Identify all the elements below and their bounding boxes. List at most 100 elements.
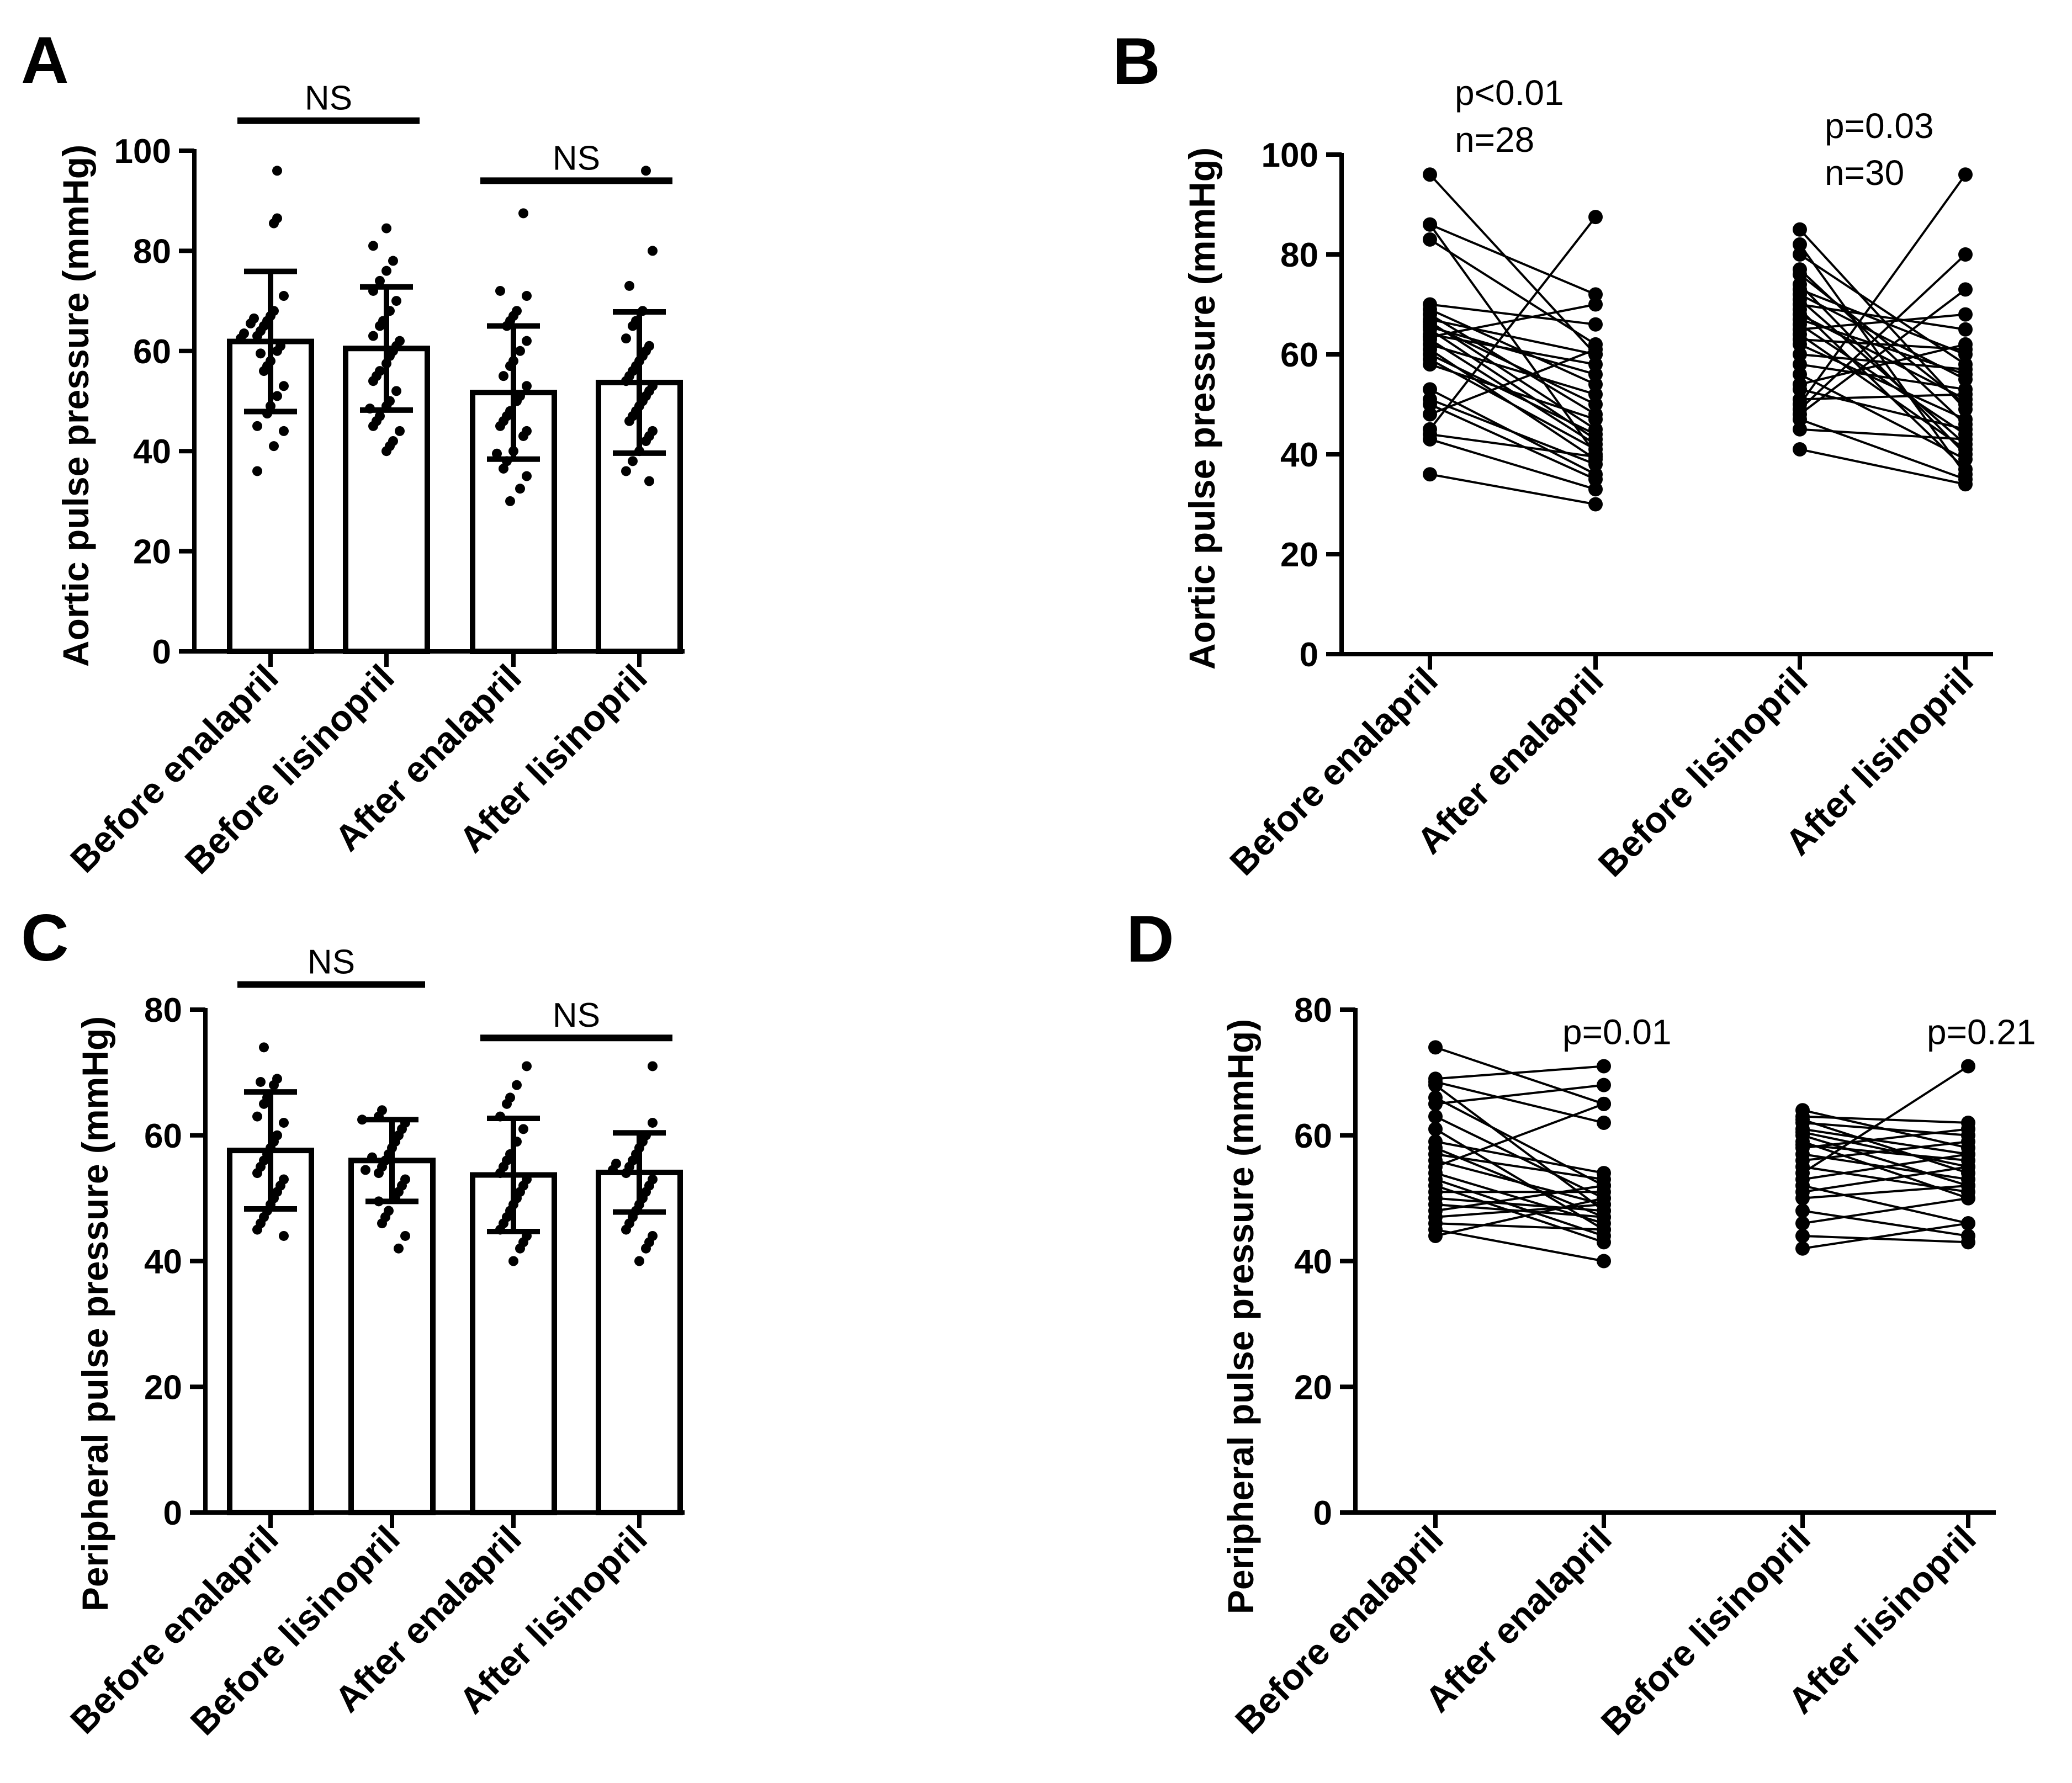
y-tick-label: 20 [144,1368,182,1407]
paired-line [1435,1184,1604,1212]
data-point [624,416,634,426]
y-tick-label: 100 [1262,136,1318,174]
data-point [236,333,246,344]
panel-b-ylabel: Aortic pulse pressure (mmHg) [1181,147,1222,670]
data-point [1588,472,1603,487]
paired-line [1429,318,1596,355]
paired-line [1429,216,1597,430]
paired-line [1799,428,1966,441]
data-point [1428,1078,1443,1092]
paired-line [1429,343,1596,396]
y-tick-label: 80 [144,991,182,1030]
data-point [1597,1209,1611,1224]
data-point [1423,217,1437,232]
paired-line [1802,1153,1969,1181]
data-point [1423,167,1437,182]
data-point [252,466,262,476]
data-point [279,426,289,436]
data-point [522,471,532,481]
data-point [1423,397,1437,412]
data-point [644,476,654,486]
data-point [381,266,391,276]
data-point [368,421,378,431]
annotation-label: n=30 [1825,153,1904,193]
paired-line [1429,303,1596,326]
data-point [515,346,525,356]
data-point [1597,1222,1611,1237]
paired-line [1799,393,1966,401]
data-point [624,280,634,291]
data-point [1961,1178,1975,1193]
paired-line [1799,333,1967,450]
y-tick-label: 0 [1300,636,1318,674]
data-point [1588,287,1603,302]
data-point [1588,210,1603,225]
paired-line [1802,1234,1969,1244]
data-point [279,1230,289,1241]
data-point [272,346,282,356]
data-point [1588,357,1603,372]
data-point [1961,1216,1975,1231]
data-point [621,376,631,386]
data-point [400,1230,410,1241]
paired-line [1799,363,1966,391]
data-point [252,331,262,341]
significance-label: NS [553,139,600,177]
paired-line [1799,313,1966,331]
data-point [394,1243,404,1254]
paired-line [1799,174,1967,405]
paired-line [1435,1222,1604,1231]
data-point [279,381,289,391]
y-tick-label: 0 [1313,1494,1332,1532]
paired-line [1429,403,1596,481]
data-point [648,246,658,256]
data-point [499,463,508,474]
data-point [1793,247,1807,262]
data-point [1588,449,1603,464]
data-point [492,448,502,459]
data-point [522,381,532,391]
data-point [502,1099,512,1109]
data-point [518,208,528,219]
paired-line [1799,388,1966,431]
panel-letter-c: C [21,901,69,975]
data-point [495,421,505,431]
paired-line [1799,303,1966,331]
paired-line [1435,1184,1604,1244]
data-point [1588,482,1603,497]
data-point [1958,422,1973,437]
paired-line [1802,1165,1969,1193]
data-point [368,376,378,386]
paired-line [1799,373,1966,460]
paired-line [1429,363,1596,421]
data-point [1423,232,1437,247]
data-point [505,496,515,506]
data-point [1958,337,1973,352]
data-point [1793,442,1807,457]
data-point [1793,237,1807,252]
y-tick-label: 20 [1294,1368,1332,1407]
paired-line [1435,1140,1604,1175]
data-point [1795,1241,1810,1256]
y-tick-label: 40 [133,433,171,471]
data-point [279,1117,289,1128]
data-point [395,426,405,436]
data-point [1958,452,1973,467]
panel-a-ylabel: Aortic pulse pressure (mmHg) [55,145,96,667]
data-point [1795,1191,1810,1206]
data-point [515,1243,525,1254]
data-point [1793,422,1807,437]
data-point [256,348,266,359]
x-tick-label: Before lisinopril [1590,660,1815,885]
data-point [495,1168,505,1179]
x-tick-label: Before lisinopril [177,657,402,882]
data-point [252,1168,262,1179]
paired-line [1799,343,1966,386]
data-point [1588,412,1603,427]
data-point [1588,342,1603,357]
data-point [518,1124,528,1134]
data-point [1958,362,1973,377]
paired-line [1799,298,1967,445]
